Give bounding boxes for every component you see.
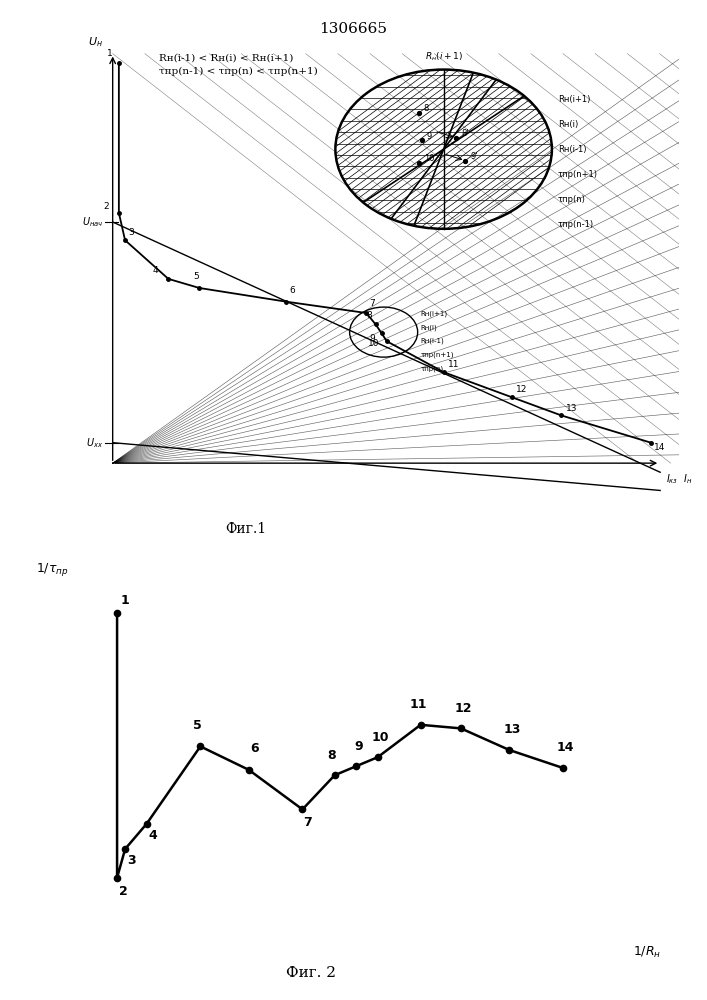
Text: τпр(n): τпр(n): [558, 195, 586, 204]
Text: $R_н(i+1)$: $R_н(i+1)$: [425, 50, 462, 63]
Text: τпр(n+1): τпр(n+1): [558, 170, 598, 179]
Text: τпр(n): τпр(n): [421, 365, 444, 372]
Text: Rн(i-1) < Rн(i) < Rн(i+1)
τпр(n-1) < τпр(n) < τпр(n+1): Rн(i-1) < Rн(i) < Rн(i+1) τпр(n-1) < τпр…: [159, 54, 318, 76]
Text: 12: 12: [455, 702, 472, 715]
Text: Rн(i): Rн(i): [421, 324, 438, 331]
Text: $1/τ_{пр}$: $1/τ_{пр}$: [36, 562, 69, 578]
Text: 3: 3: [128, 228, 134, 237]
Text: 14: 14: [654, 443, 665, 452]
Text: τпр(n+1): τпр(n+1): [421, 352, 455, 358]
Text: 6: 6: [250, 742, 258, 755]
Text: 4: 4: [153, 266, 158, 275]
Text: 2: 2: [119, 885, 128, 898]
Text: 10: 10: [372, 731, 389, 744]
Text: 8': 8': [461, 129, 469, 138]
Text: 4: 4: [148, 829, 158, 842]
Text: Rн(i): Rн(i): [558, 120, 578, 129]
Text: 3: 3: [127, 854, 136, 867]
Text: 1: 1: [121, 594, 129, 607]
Text: 12: 12: [516, 385, 527, 394]
Text: 11: 11: [409, 698, 427, 711]
Text: 5: 5: [193, 272, 199, 281]
Text: 13: 13: [503, 723, 520, 736]
Text: 2: 2: [103, 202, 109, 211]
Text: $U_н$: $U_н$: [88, 35, 103, 49]
Text: Фиг. 2: Фиг. 2: [286, 966, 336, 980]
Text: 7: 7: [303, 816, 312, 829]
Text: 8: 8: [424, 104, 429, 113]
Text: 9: 9: [370, 334, 375, 343]
Text: 11: 11: [448, 360, 460, 369]
Text: 1306665: 1306665: [320, 22, 387, 36]
Text: $1/R_н$: $1/R_н$: [633, 944, 661, 960]
Text: 13: 13: [566, 404, 577, 413]
Text: Rн(i-1): Rн(i-1): [558, 145, 587, 154]
Text: 8: 8: [366, 311, 372, 320]
Text: Rн(i+1): Rн(i+1): [421, 311, 448, 317]
Text: 9': 9': [470, 152, 478, 161]
Text: 5: 5: [193, 719, 202, 732]
Text: 8: 8: [328, 749, 337, 762]
Text: 7: 7: [370, 299, 375, 308]
Text: Фиг.1: Фиг.1: [225, 522, 267, 536]
Text: 9: 9: [355, 740, 363, 753]
Text: $U_{хх}$: $U_{хх}$: [86, 436, 103, 450]
Text: τпр(n-1): τпр(n-1): [558, 220, 594, 229]
Text: Rн(i-1): Rн(i-1): [421, 338, 445, 344]
Text: $I_{кз}$  $I_{н}$: $I_{кз}$ $I_{н}$: [666, 472, 692, 486]
Text: 1: 1: [107, 49, 112, 58]
Text: 6: 6: [289, 286, 295, 295]
Text: 10: 10: [424, 154, 434, 163]
Text: Rн(i+1): Rн(i+1): [558, 95, 590, 104]
Text: $U_{нач}$: $U_{нач}$: [82, 215, 103, 229]
Text: 14: 14: [557, 741, 575, 754]
Text: 9: 9: [427, 132, 432, 141]
Text: 10: 10: [368, 339, 380, 348]
